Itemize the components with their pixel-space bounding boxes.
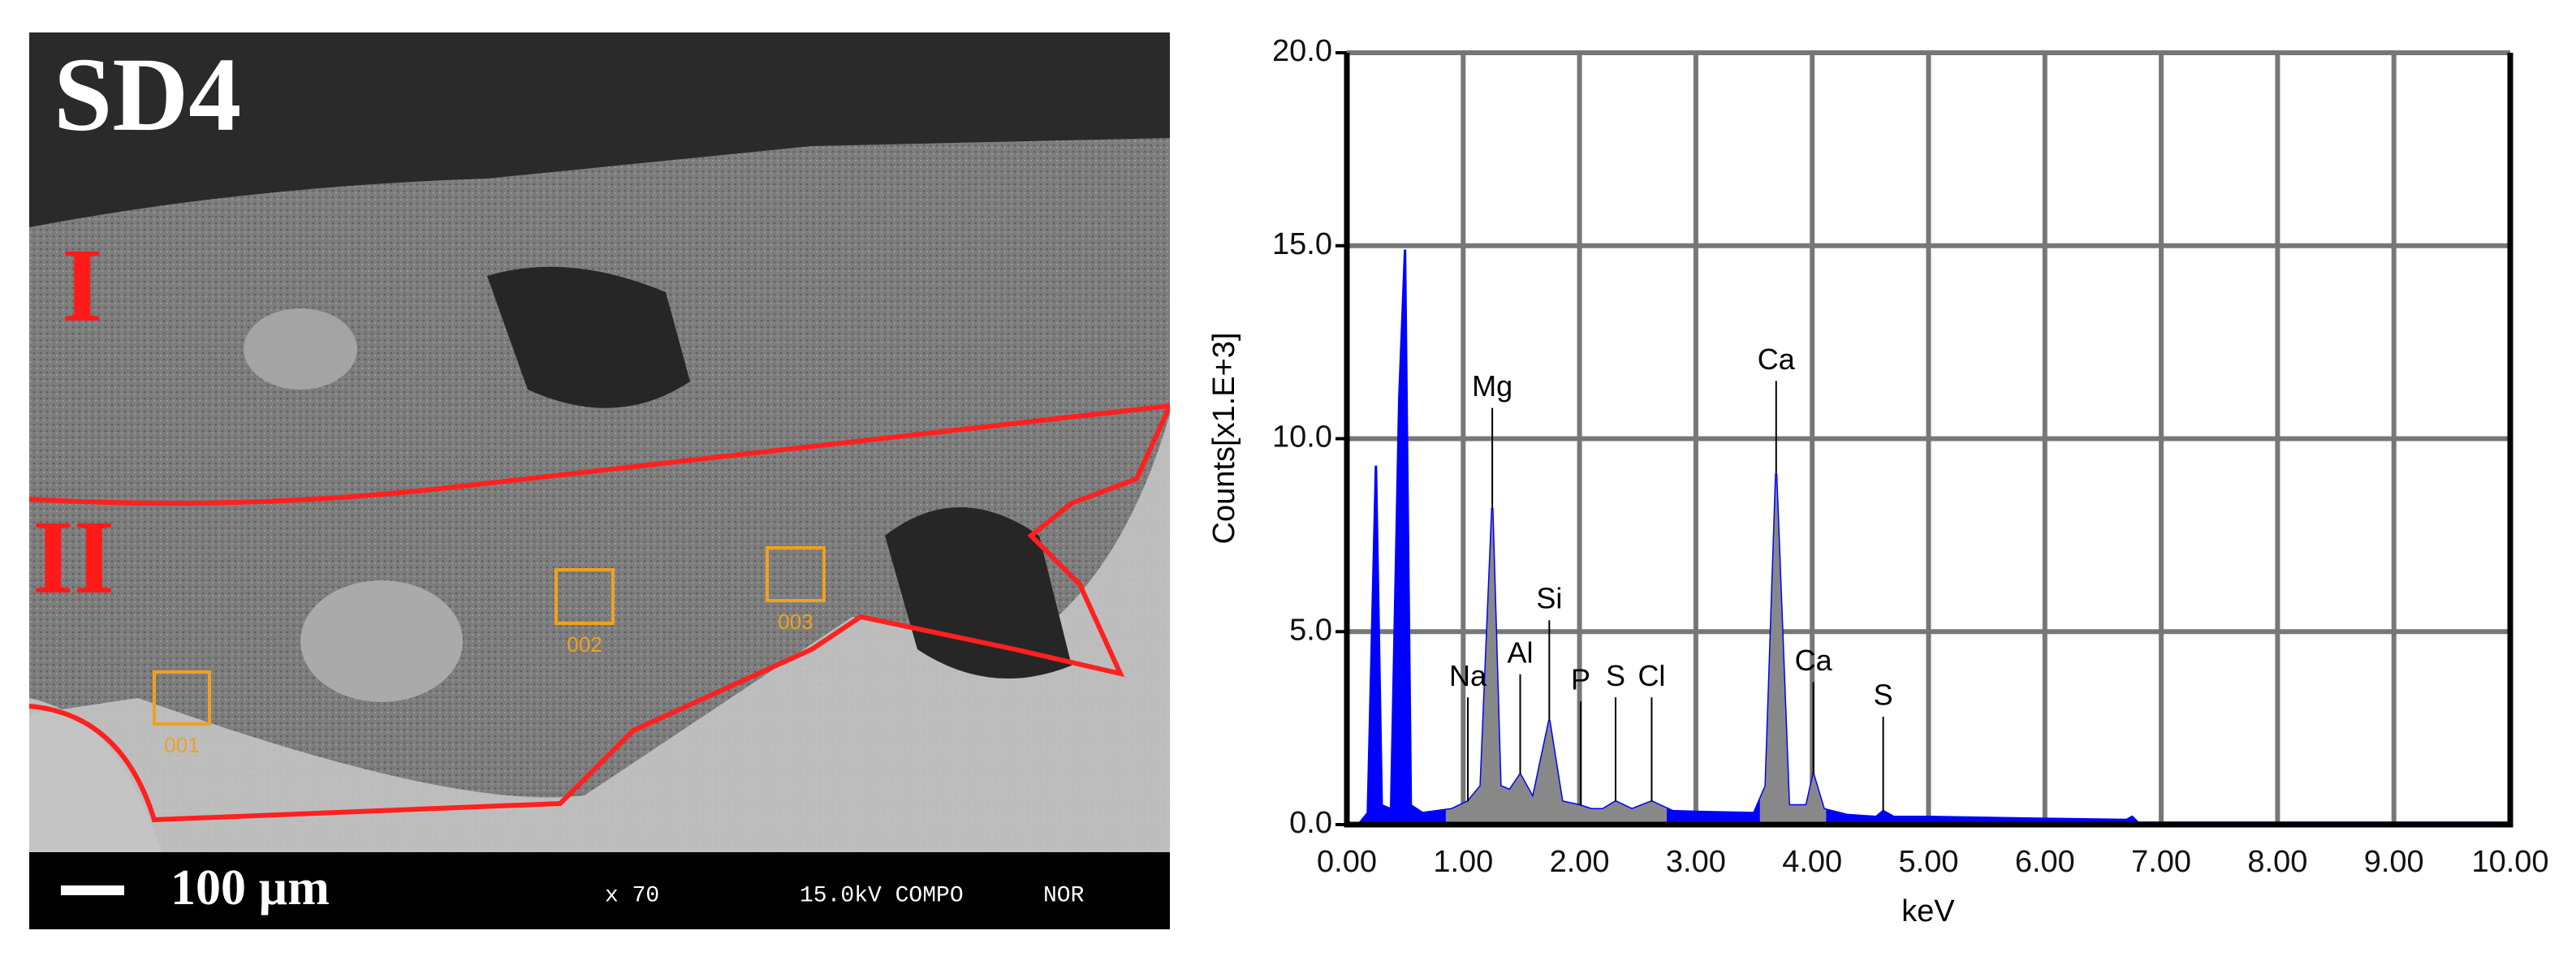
- scale-bar: [61, 885, 124, 895]
- y-tick-label: 0.0: [1289, 806, 1332, 840]
- peak-fill: [1445, 508, 1668, 825]
- plot-frame: [1344, 53, 2513, 828]
- y-tick-label: 20.0: [1272, 34, 1332, 68]
- box-label: 002: [567, 632, 602, 657]
- x-tick-label: 0.00: [1317, 845, 1377, 879]
- box-label: 003: [778, 610, 813, 634]
- peak-label: Ca: [1795, 644, 1833, 677]
- voltage: 15.0kV COMPO: [800, 883, 964, 908]
- x-tick-label: 1.00: [1433, 845, 1493, 879]
- peak-label: Si: [1536, 582, 1562, 615]
- x-axis-label: keV: [1901, 894, 1955, 928]
- x-tick-label: 6.00: [2015, 845, 2075, 879]
- x-tick-label: 8.00: [2247, 845, 2307, 879]
- y-axis-label: Counts[x1.E+3]: [1207, 333, 1241, 545]
- peak-label: Mg: [1472, 369, 1512, 403]
- peak-label: P: [1571, 663, 1590, 696]
- box-label: 001: [164, 733, 199, 757]
- x-tick-label: 3.00: [1666, 845, 1726, 879]
- peak-label: Na: [1449, 659, 1487, 692]
- peak-label: S: [1874, 679, 1893, 712]
- y-tick-label: 5.0: [1289, 613, 1332, 647]
- x-tick-label: 9.00: [2364, 845, 2424, 879]
- info-bar: [29, 852, 1170, 929]
- x-tick-label: 2.00: [1550, 845, 1610, 879]
- x-tick-label: 10.00: [2471, 845, 2548, 879]
- y-tick-label: 15.0: [1272, 227, 1332, 261]
- peak-label: Ca: [1758, 343, 1796, 376]
- x-tick-label: 4.00: [1782, 845, 1842, 879]
- scale-label: 100 µm: [170, 860, 330, 916]
- peak-fill: [1759, 473, 1827, 825]
- magnification: x 70: [605, 883, 659, 908]
- peak-label: Cl: [1638, 659, 1665, 692]
- zone-label: II: [32, 499, 114, 616]
- y-tick-label: 10.0: [1272, 420, 1332, 455]
- peak-label: Al: [1508, 635, 1534, 669]
- sem-image: [29, 32, 1170, 852]
- sample-label: SD4: [54, 37, 241, 153]
- x-tick-label: 7.00: [2131, 845, 2191, 879]
- peak-label: S: [1606, 659, 1625, 692]
- zone-label: I: [62, 227, 103, 344]
- mode: NOR: [1043, 883, 1085, 908]
- x-tick-label: 5.00: [1899, 845, 1959, 879]
